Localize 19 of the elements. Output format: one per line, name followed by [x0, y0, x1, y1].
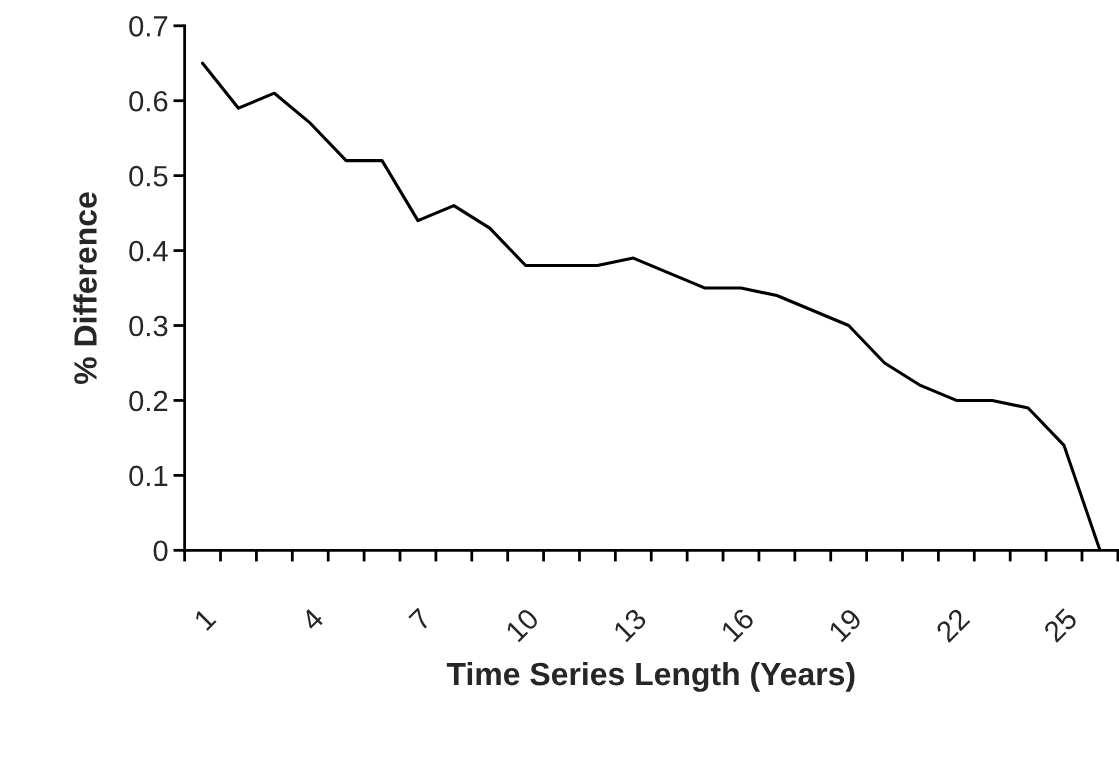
y-tick-label: 0.3 [129, 315, 168, 337]
x-tick-label: 10 [504, 607, 540, 643]
x-tick-label: 4 [300, 607, 325, 632]
x-tick-label: 13 [612, 607, 648, 643]
y-tick-label: 0.7 [129, 15, 168, 37]
x-tick-label: 1 [193, 607, 217, 631]
x-tick-label: 22 [935, 607, 971, 643]
x-axis-title: Time Series Length (Years) [446, 661, 855, 692]
x-tick-label: 16 [720, 607, 756, 643]
x-tick-label: 25 [1042, 607, 1079, 643]
y-tick-label: 0 [153, 540, 168, 562]
x-tick-label: 7 [408, 607, 432, 632]
y-tick-label: 0.5 [129, 165, 168, 187]
y-tick-label: 0.6 [129, 90, 168, 112]
y-tick-label: 0.2 [129, 390, 168, 412]
x-tick-label: 19 [827, 607, 863, 643]
y-tick-label: 0.1 [129, 465, 168, 487]
y-tick-label: 0.4 [129, 240, 168, 262]
y-axis-title: % Difference [73, 192, 97, 384]
